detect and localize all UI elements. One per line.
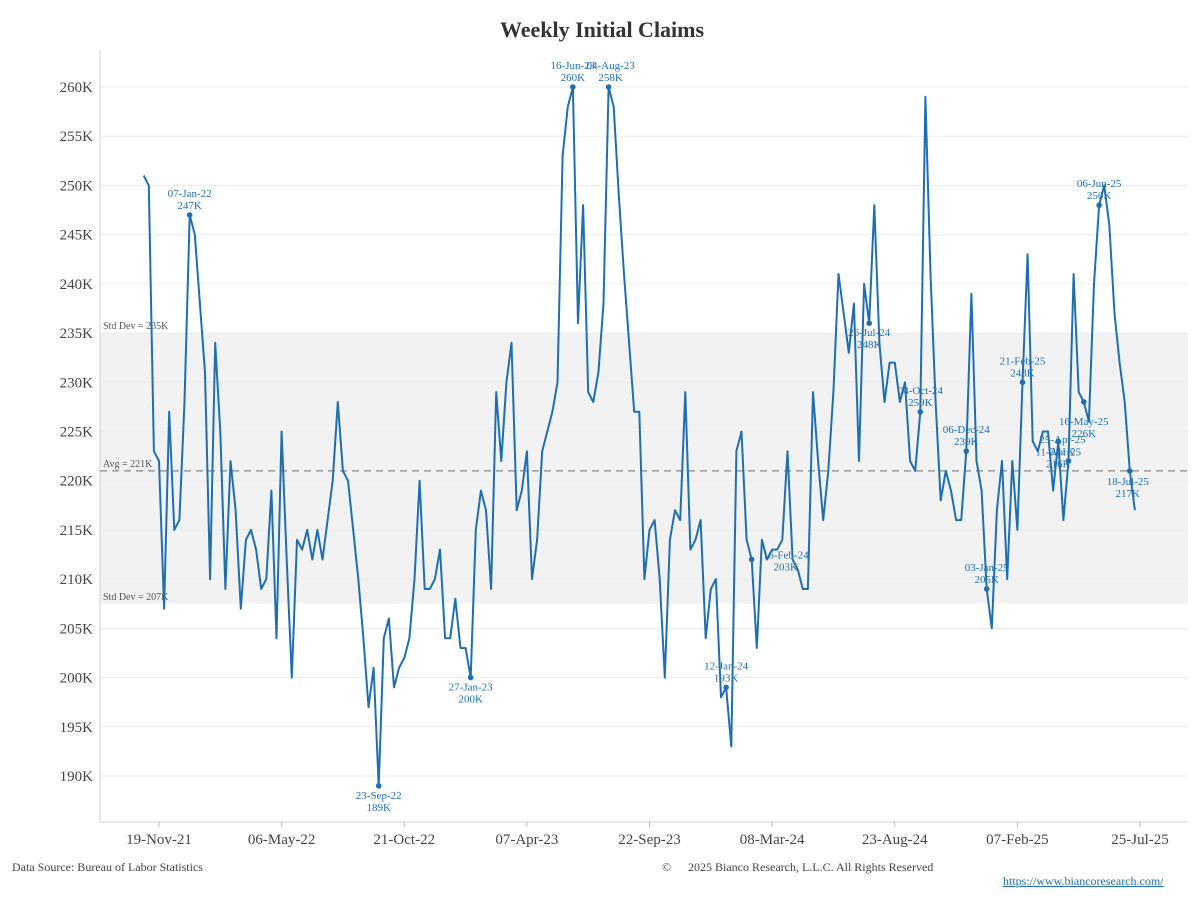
annotation-marker [375, 783, 382, 789]
annotation-value: 250K [1087, 190, 1112, 202]
annotation-marker [605, 84, 612, 90]
y-tick-label: 225K [60, 425, 94, 441]
annotation-date: 25-Apr-25 [1039, 434, 1086, 446]
annotation-marker [866, 320, 873, 327]
x-tick-label: 08-Mar-24 [740, 832, 805, 848]
annotation-value: 200K [458, 694, 483, 706]
annotation-value: 243K [1010, 367, 1035, 379]
y-tick-label: 255K [60, 129, 94, 145]
x-tick-label: 23-Aug-24 [862, 832, 928, 848]
y-tick-label: 230K [60, 375, 94, 391]
annotation-date: 12-Jan-24 [704, 660, 748, 672]
y-tick-label: 190K [60, 769, 94, 785]
annotation-marker [1080, 399, 1087, 405]
annotation-marker [917, 409, 924, 415]
average-label: Avg = 221K [103, 459, 153, 470]
annotation-value: 239K [954, 436, 979, 448]
y-tick-label: 220K [60, 474, 94, 490]
annotation-date: 03-Jan-25 [965, 562, 1009, 574]
annotation-value: 248K [857, 339, 882, 351]
annotation-value: 205K [974, 574, 999, 586]
copyright: 2025 Bianco Research, L.L.C. All Rights … [688, 860, 934, 874]
claims-series-line [142, 86, 1136, 787]
x-tick-label: 22-Sep-23 [618, 832, 681, 848]
annotation-marker [748, 556, 755, 563]
annotation-value: 203K [773, 561, 798, 573]
y-tick-label: 240K [60, 277, 94, 293]
x-tick-label: 07-Feb-25 [986, 832, 1049, 848]
annotation-value: 241K [1050, 446, 1075, 458]
std-dev-low-label: Std Dev = 207K [103, 592, 169, 603]
annotation-marker [1065, 458, 1072, 464]
annotation-marker [1126, 468, 1133, 474]
annotation-value: 258K [598, 72, 623, 84]
y-tick-label: 250K [60, 178, 94, 194]
y-tick-label: 195K [60, 720, 94, 736]
annotation-date: 16-Feb-24 [763, 549, 809, 561]
copyright-symbol: © [662, 860, 672, 874]
annotation-marker [1019, 379, 1026, 386]
annotation-value: 247K [177, 200, 202, 212]
annotation-value: 259K [908, 397, 933, 409]
y-tick-label: 235K [60, 326, 94, 342]
annotation-date: 11-Apr-25 [1035, 446, 1081, 458]
x-tick-label: 21-Oct-22 [373, 832, 435, 848]
annotation-value: 217K [1116, 488, 1141, 500]
y-tick-label: 245K [60, 228, 94, 244]
website-link[interactable]: https://www.biancoresearch.com/ [1003, 874, 1164, 888]
x-tick-label: 06-May-22 [248, 832, 316, 848]
x-tick-label: 19-Nov-21 [126, 832, 192, 848]
chart-title: Weekly Initial Claims [500, 17, 705, 42]
annotation-marker [186, 212, 193, 218]
y-tick-label: 215K [60, 523, 94, 539]
annotation-marker [570, 84, 576, 90]
annotation-date: 06-Dec-24 [943, 424, 991, 436]
annotation-date: 21-Feb-25 [1000, 355, 1046, 367]
annotation-date: 26-Jul-24 [848, 327, 891, 339]
annotation-value: 226K [1072, 428, 1097, 440]
annotation-date: 06-Jun-25 [1077, 178, 1122, 190]
annotation-value: 193K [714, 672, 739, 684]
annotation-value: 189K [366, 802, 391, 814]
y-tick-label: 260K [60, 80, 94, 96]
annotation-date: 04-Aug-23 [586, 60, 635, 72]
annotation-value: 216K [1046, 458, 1071, 470]
annotation-marker [467, 674, 474, 681]
plot-area: 190K 195K 200K 205K 210K 215K 220K 225K 230K 235K… [60, 50, 1188, 848]
annotation-date: 16-Jun-23 [551, 60, 596, 72]
y-tick-label: 210K [60, 572, 94, 588]
annotation-date: 16-May-25 [1059, 416, 1109, 428]
annotation-marker [1096, 202, 1102, 208]
annotation-date: 23-Sep-22 [356, 790, 402, 802]
x-tick-label: 07-Apr-23 [495, 832, 558, 848]
annotation-marker [723, 684, 729, 691]
annotation-date: 04-Oct-24 [898, 385, 944, 397]
y-tick-label: 200K [60, 671, 94, 687]
annotation-marker [1055, 438, 1062, 445]
annotation-date: 18-Jul-25 [1107, 476, 1150, 488]
annotation-value: 260K [561, 72, 586, 84]
std-dev-high-label: Std Dev = 235K [103, 321, 169, 332]
annotation-date: 07-Jan-22 [168, 188, 212, 200]
y-tick-label: 205K [60, 621, 94, 637]
annotation-marker [963, 448, 970, 454]
annotation-date: 27-Jan-23 [449, 682, 493, 694]
annotation-marker [983, 586, 990, 592]
data-source: Data Source: Bureau of Labor Statistics [12, 860, 203, 874]
x-tick-label: 25-Jul-25 [1111, 832, 1169, 848]
